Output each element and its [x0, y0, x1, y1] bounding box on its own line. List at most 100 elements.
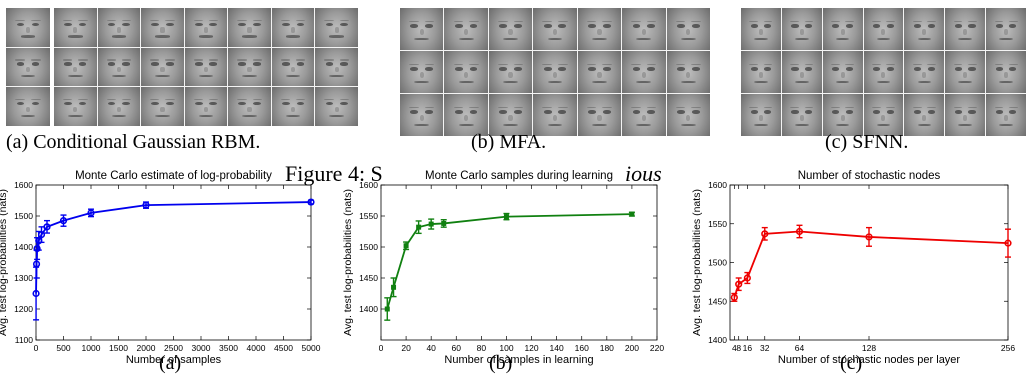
face-sample — [781, 51, 822, 93]
y-tick-label: 1600 — [359, 180, 378, 190]
face-sample — [97, 47, 141, 87]
data-point — [32, 260, 41, 268]
data-point — [428, 221, 434, 227]
subfigure-label-b: (b) — [489, 352, 513, 374]
face-grid-a-right — [54, 8, 358, 126]
plot-frame — [380, 184, 658, 341]
data-point — [865, 233, 873, 241]
data-point — [384, 306, 390, 312]
x-tick-label: 8 — [736, 343, 741, 353]
face-sample — [666, 51, 710, 93]
y-tick-label: 1400 — [14, 242, 33, 252]
figure-caption-start: Figure 4: S — [285, 161, 383, 186]
face-sample — [863, 51, 904, 93]
face-grid-a-left — [6, 8, 50, 126]
y-axis-label: Avg. test log-probabilities (nats) — [691, 189, 703, 336]
chart-title: Monte Carlo samples during learning — [425, 170, 613, 182]
data-point — [441, 220, 447, 226]
x-tick-label: 140 — [550, 343, 564, 353]
face-sample — [184, 47, 228, 87]
data-point — [37, 230, 46, 239]
face-sample — [741, 51, 781, 93]
face-sample — [315, 8, 358, 47]
chart-a: Monte Carlo estimate of log-probability 1… — [0, 170, 330, 366]
face-sample — [488, 8, 533, 50]
face-sample — [741, 94, 781, 136]
face-sample — [945, 51, 986, 93]
x-axis-label: Number of samples in learning — [444, 354, 593, 366]
caption-sfnn: (c) SFNN. — [825, 131, 909, 153]
data-point — [761, 230, 769, 238]
face-sample — [444, 51, 488, 93]
data-point — [629, 211, 635, 217]
data-point — [43, 223, 51, 231]
y-axis-label: Avg. test log-probabilities (nats) — [0, 189, 9, 336]
data-point — [59, 217, 68, 225]
x-tick-label: 3500 — [219, 343, 238, 353]
y-tick-label: 1300 — [14, 273, 33, 283]
data-point — [307, 198, 315, 206]
face-sample — [863, 94, 904, 136]
x-tick-label: 4000 — [247, 343, 266, 353]
chart-a-svg: Monte Carlo estimate of log-probability 1… — [0, 170, 321, 366]
caption-mfa: (b) MFA. — [471, 131, 547, 153]
chart-c-svg: Number of stochastic nodes 1400 1450 1500 15… — [691, 170, 1015, 366]
chart-title: Monte Carlo estimate of log-probability — [75, 170, 272, 182]
x-tick-label: 2500 — [164, 343, 183, 353]
face-sample — [141, 8, 184, 47]
face-sample — [400, 51, 444, 93]
face-sample — [822, 51, 863, 93]
data-point — [735, 280, 743, 288]
x-tick-label: 0 — [34, 343, 39, 353]
face-sample — [228, 47, 271, 87]
x-tick-label: 64 — [795, 343, 805, 353]
y-tick-label: 1400 — [359, 304, 378, 314]
face-sample — [986, 8, 1026, 50]
x-tick-label: 60 — [452, 343, 462, 353]
x-tick-label: 0 — [379, 343, 384, 353]
y-tick-label: 1200 — [14, 304, 33, 314]
face-sample — [184, 87, 228, 126]
face-sample — [315, 47, 358, 87]
face-sample — [271, 87, 315, 126]
face-sample — [781, 94, 822, 136]
x-tick-label: 40 — [426, 343, 436, 353]
y-tick-label: 1100 — [15, 335, 34, 345]
face-sample — [271, 8, 315, 47]
x-tick-label: 256 — [1001, 343, 1015, 353]
face-sample — [577, 94, 622, 136]
x-tick-label: 500 — [56, 343, 70, 353]
data-point — [730, 293, 738, 301]
x-tick-label: 80 — [477, 343, 487, 353]
y-tick-label: 1450 — [708, 296, 727, 306]
face-sample — [400, 94, 444, 136]
x-tick-label: 16 — [743, 343, 753, 353]
face-sample — [444, 94, 488, 136]
face-sample — [97, 87, 141, 126]
series-line — [386, 213, 632, 310]
y-tick-label: 1450 — [359, 273, 378, 283]
chart-b: Monte Carlo samples during learning 1400 1… — [342, 170, 673, 366]
data-point — [503, 214, 509, 220]
data-point — [403, 243, 409, 249]
face-sample — [533, 8, 577, 50]
face-sample — [54, 87, 97, 126]
subfigure-label-a: (a) — [159, 352, 182, 374]
plot-frame — [729, 184, 1009, 341]
x-tick-label: 3000 — [192, 343, 211, 353]
y-tick-label: 1600 — [14, 180, 33, 190]
data-point — [33, 244, 41, 253]
face-sample — [577, 51, 622, 93]
face-sample — [141, 47, 184, 87]
data-point — [795, 227, 804, 236]
face-sample — [863, 8, 904, 50]
face-sample — [781, 8, 822, 50]
face-sample — [577, 8, 622, 50]
face-sample — [986, 51, 1026, 93]
face-sample — [228, 87, 271, 126]
face-sample — [622, 8, 666, 50]
x-tick-label: 120 — [524, 343, 538, 353]
face-grid-c — [741, 8, 1026, 136]
face-sample — [488, 51, 533, 93]
data-point — [87, 209, 95, 217]
